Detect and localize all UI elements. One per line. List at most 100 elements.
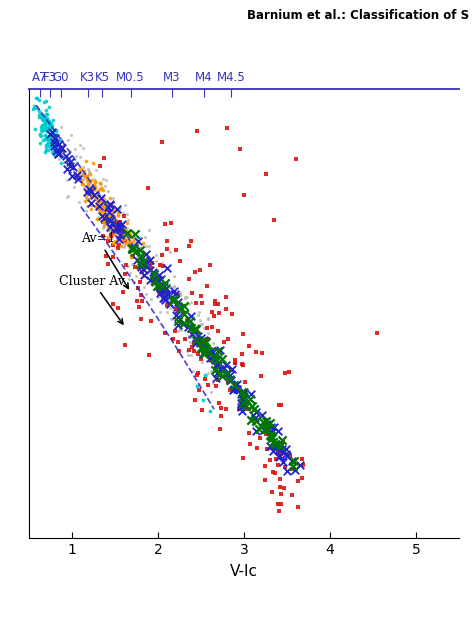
Point (102, 217, 110, 227)
Point (52, 126, 59, 136)
Point (126, 237, 133, 247)
Point (111, 222, 118, 232)
Point (101, 198, 109, 208)
Point (275, 452, 283, 462)
Point (181, 301, 188, 311)
Point (47, 141, 55, 151)
Point (90, 174, 98, 184)
Point (83, 171, 91, 181)
Point (118, 226, 125, 236)
Point (71, 144, 79, 154)
Point (60, 157, 68, 167)
Point (99, 211, 106, 221)
Point (174, 326, 182, 335)
Point (374, 328, 381, 338)
Point (194, 320, 202, 330)
Point (57, 158, 65, 168)
Point (213, 360, 221, 370)
Point (112, 215, 120, 225)
Point (192, 324, 200, 334)
Point (100, 198, 107, 208)
Point (166, 300, 174, 310)
Point (43, 124, 50, 134)
Point (237, 398, 245, 408)
Point (95, 196, 103, 206)
Point (181, 334, 188, 344)
Point (223, 123, 231, 132)
Point (87, 198, 95, 208)
Point (41, 147, 49, 157)
Point (106, 207, 113, 217)
Point (202, 337, 210, 347)
Point (136, 277, 144, 287)
Point (208, 366, 215, 376)
Point (195, 331, 202, 341)
Point (221, 363, 228, 373)
Point (89, 178, 97, 188)
Point (261, 425, 268, 435)
Point (127, 237, 135, 247)
Point (113, 204, 120, 214)
Point (253, 426, 260, 436)
Point (85, 166, 93, 176)
Point (64, 136, 72, 145)
Point (126, 228, 133, 238)
Point (50, 137, 58, 147)
Point (82, 156, 90, 166)
Point (56, 135, 64, 145)
Point (55, 139, 63, 149)
Point (51, 133, 59, 143)
Point (259, 348, 266, 358)
Point (121, 340, 129, 350)
Point (91, 183, 99, 193)
Point (229, 385, 237, 395)
Point (189, 288, 196, 298)
Point (137, 314, 145, 324)
Point (125, 239, 133, 249)
Point (256, 433, 264, 443)
Point (97, 201, 104, 211)
Point (62, 157, 70, 167)
Point (112, 226, 120, 236)
Point (96, 206, 104, 216)
Point (51, 152, 59, 162)
Point (88, 182, 96, 192)
Point (276, 441, 284, 451)
Point (121, 238, 128, 248)
Point (128, 244, 136, 254)
Point (188, 297, 195, 306)
Point (142, 249, 150, 259)
Point (214, 376, 221, 386)
Point (34, 93, 41, 103)
Point (127, 269, 134, 279)
Point (204, 281, 211, 291)
Point (43, 113, 51, 123)
Point (209, 347, 217, 357)
Point (114, 210, 122, 220)
Point (285, 367, 292, 377)
Point (270, 422, 278, 432)
Point (226, 374, 234, 384)
Point (128, 252, 136, 262)
Point (214, 326, 221, 335)
Point (271, 439, 279, 449)
Point (52, 136, 59, 145)
Point (197, 333, 205, 343)
Point (196, 344, 203, 354)
Point (184, 322, 192, 332)
Point (83, 181, 91, 191)
Point (174, 316, 182, 326)
Point (234, 379, 241, 389)
Point (45, 134, 53, 144)
Point (156, 288, 164, 298)
Point (263, 444, 271, 454)
Point (276, 482, 284, 492)
Point (222, 360, 229, 370)
Point (296, 461, 304, 470)
Point (98, 201, 106, 211)
Point (97, 204, 104, 214)
Point (212, 360, 219, 370)
Point (81, 181, 88, 191)
Point (222, 305, 230, 314)
Point (139, 258, 147, 267)
